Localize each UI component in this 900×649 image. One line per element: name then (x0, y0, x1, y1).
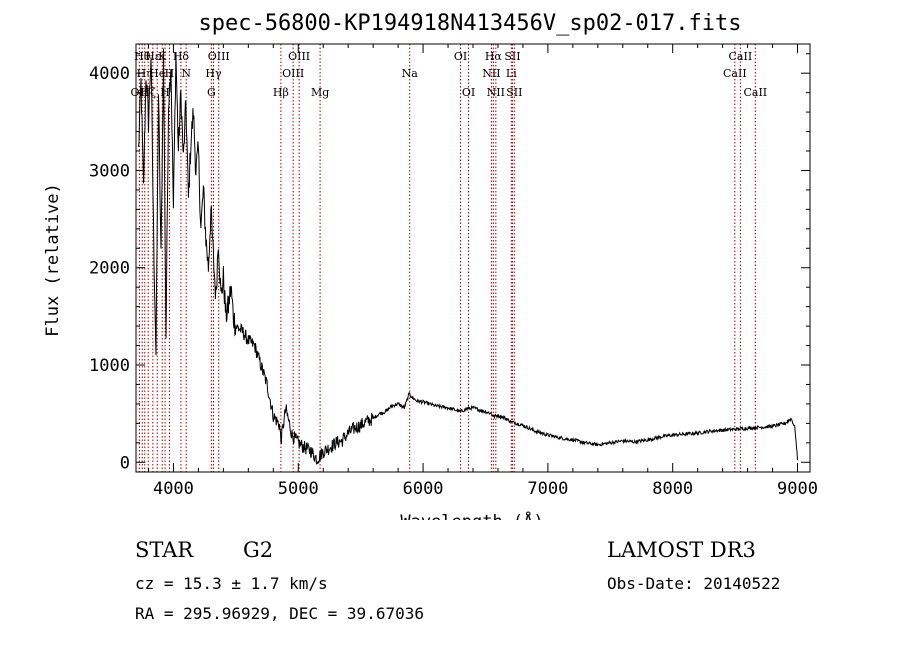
line-marker-label: He (149, 67, 165, 80)
line-marker-label: OIII (282, 67, 304, 80)
line-marker-label: Na (402, 67, 419, 80)
line-marker-label: CaII (723, 67, 747, 80)
line-marker-label: H (165, 67, 175, 80)
line-marker-label: G (207, 86, 216, 99)
x-tick-label: 4000 (153, 479, 194, 499)
y-tick-label: 1000 (89, 356, 130, 376)
line-marker-label: H (160, 86, 170, 99)
x-axis-label: Wavelength (Å) (400, 510, 543, 520)
y-tick-label: 4000 (89, 64, 130, 84)
flux-line (138, 48, 798, 465)
x-tick-label: 7000 (527, 479, 568, 499)
x-axis-ticks: 4000 5000 6000 7000 8000 9000 (147, 44, 818, 499)
line-marker-label: Mg (311, 86, 329, 99)
line-marker-label: OIII (208, 50, 230, 63)
x-tick-label: 9000 (777, 479, 818, 499)
line-marker-label: OIII (288, 50, 310, 63)
coordinates-readout: RA = 295.96929, DEC = 39.67036 (135, 604, 424, 623)
line-markers: OIIHθHηHζHεHeKHHHδNGHγOIIIHβOIIIOIIIMgNa… (131, 44, 767, 472)
line-marker-label: Hα (485, 50, 503, 63)
flux-series (138, 48, 798, 465)
redshift-readout: cz = 15.3 ± 1.7 km/s (135, 574, 328, 593)
line-marker-label: OI (454, 50, 467, 63)
line-marker-label: SII (504, 50, 520, 63)
y-axis-label: Flux (relative) (43, 183, 63, 337)
line-marker-label: K (158, 50, 167, 63)
line-marker-label: Hδ (173, 50, 190, 63)
x-tick-label: 5000 (278, 479, 319, 499)
object-class: STAR (135, 538, 194, 562)
line-marker-label: N (181, 67, 191, 80)
survey-name: LAMOST DR3 (607, 538, 756, 562)
observation-date: Obs-Date: 20140522 (607, 574, 781, 593)
x-tick-label: 6000 (403, 479, 444, 499)
x-tick-label: 8000 (652, 479, 693, 499)
line-marker-label: NII (482, 67, 500, 80)
line-marker-label: Hβ (273, 86, 289, 99)
line-marker-label: SII (506, 86, 522, 99)
y-tick-label: 2000 (89, 259, 130, 279)
line-marker-label: CaII (743, 86, 767, 99)
line-marker-label: Hγ (205, 67, 222, 80)
spectrum-chart: spec-56800-KP194918N413456V_sp02-017.fit… (43, 11, 818, 520)
y-axis-ticks: 0 1000 2000 3000 4000 (89, 53, 810, 473)
line-marker-label: OI (462, 86, 475, 99)
chart-title: spec-56800-KP194918N413456V_sp02-017.fit… (198, 11, 741, 36)
line-marker-label: CaII (729, 50, 753, 63)
y-tick-label: 0 (120, 453, 130, 473)
object-subclass: G2 (243, 538, 274, 562)
line-marker-label: NII (487, 86, 505, 99)
y-tick-label: 3000 (89, 161, 130, 181)
line-marker-label: Hζ (140, 86, 156, 99)
line-marker-label: Li (506, 67, 517, 80)
line-marker-label: Hε (145, 50, 161, 63)
